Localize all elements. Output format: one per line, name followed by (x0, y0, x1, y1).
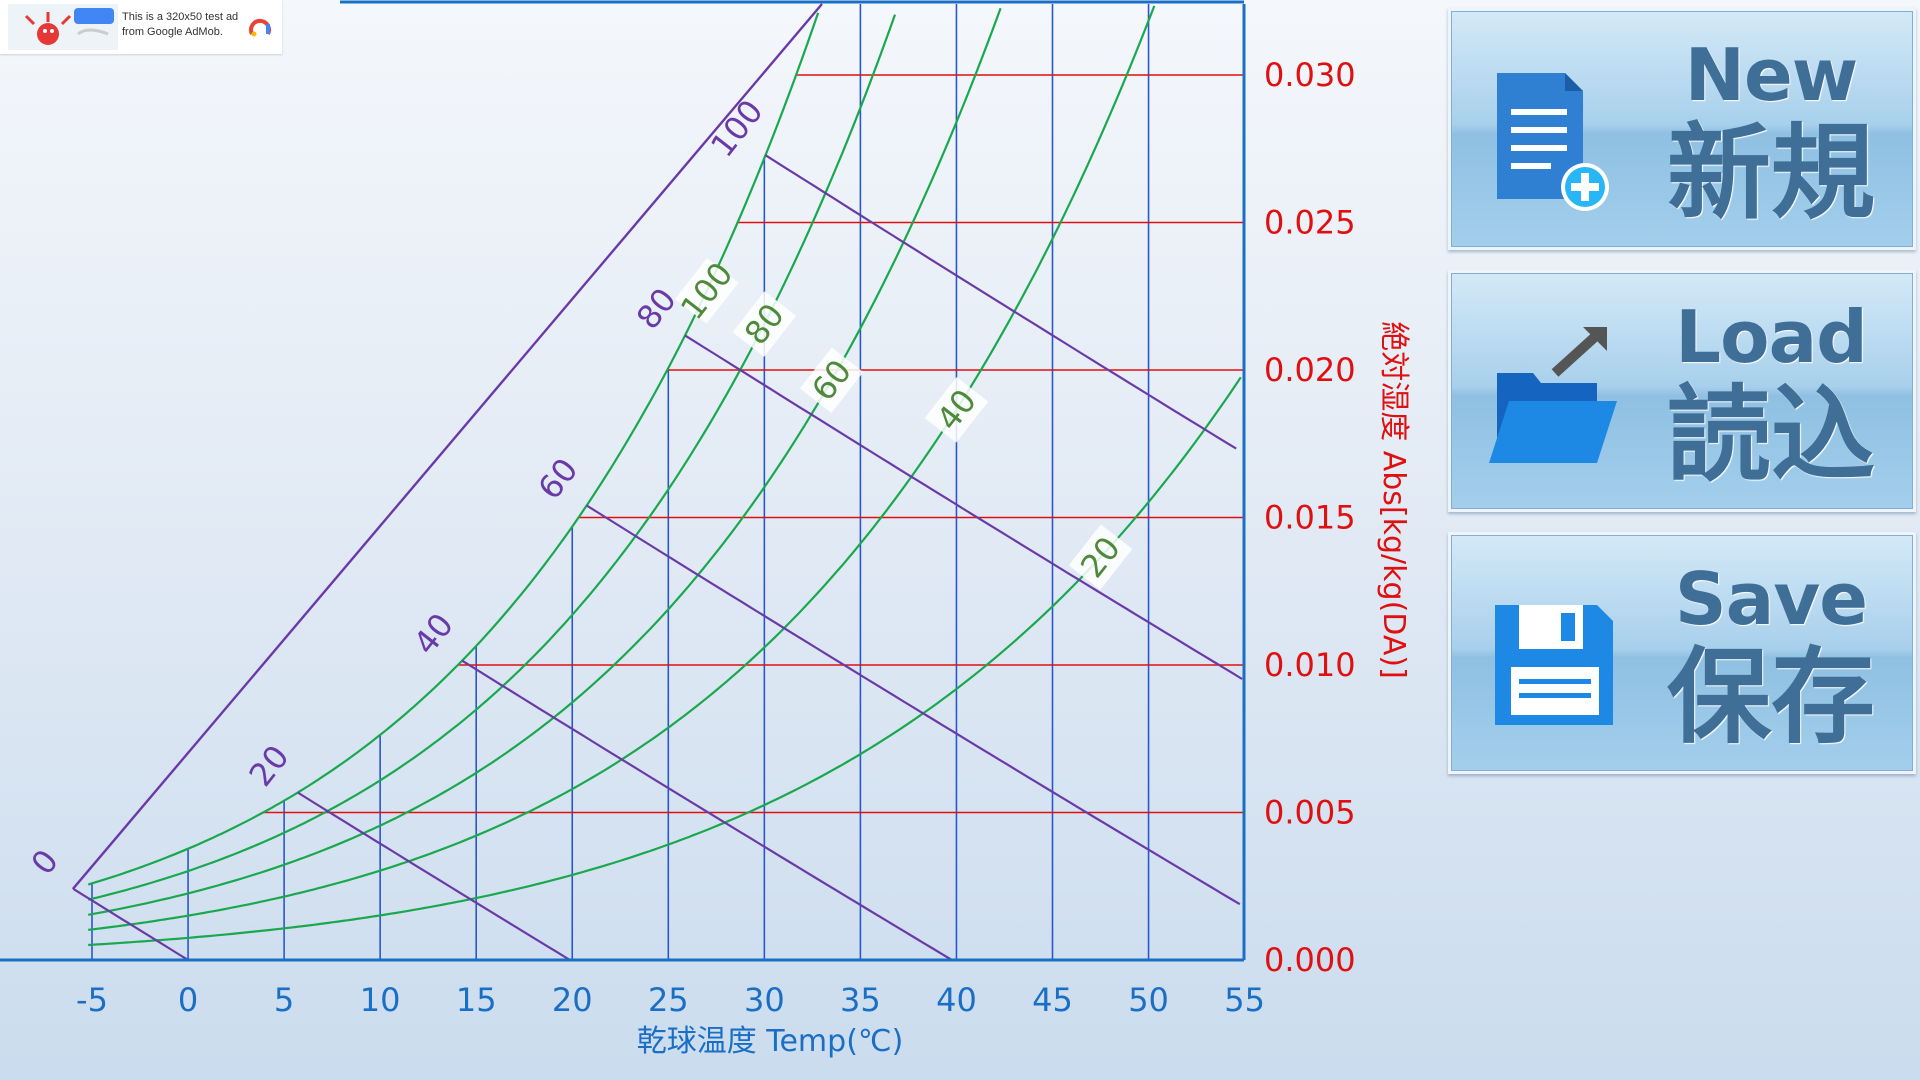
enthalpy-line-0 (72, 887, 189, 961)
x-tick-label: 50 (1128, 981, 1169, 1019)
rh-label: 40 (929, 382, 984, 437)
ad-line-2: from Google AdMob. (122, 26, 223, 38)
x-tick-label: 0 (178, 981, 198, 1019)
enthalpy-label: 80 (629, 281, 684, 336)
rh-curve-20 (88, 376, 1242, 947)
enthalpy-lines (71, 3, 1243, 961)
rh-label-bg (924, 376, 989, 443)
x-tick-label: -5 (76, 981, 108, 1019)
rh-curve-60 (87, 7, 1002, 916)
enthalpy-line-80 (684, 334, 1243, 680)
save-button[interactable]: Save 保存 (1448, 532, 1916, 774)
y-tick-label: 0.025 (1264, 204, 1356, 242)
y-tick-label: 0.020 (1264, 351, 1356, 389)
x-tick-label: 35 (840, 981, 881, 1019)
enthalpy-line-60 (586, 504, 1241, 906)
admob-mascot-icon (8, 4, 118, 50)
enthalpy-label: 40 (406, 606, 461, 661)
x-tick-label: 5 (274, 981, 294, 1019)
load-button-label-jp: 読込 (1666, 374, 1875, 496)
x-tick-label: 15 (456, 981, 497, 1019)
ad-text: This is a 320x50 test ad from Google AdM… (122, 10, 242, 40)
y-tick-label: 0.030 (1264, 56, 1356, 94)
rh-label-bg (799, 347, 864, 414)
enthalpy-scale-edge (71, 3, 823, 890)
save-button-label-jp: 保存 (1666, 636, 1875, 758)
y-tick-label: 0.000 (1264, 941, 1356, 979)
new-button-label-en: New (1684, 33, 1859, 117)
dry-bulb-lines (91, 4, 1150, 960)
y-tick-label: 0.015 (1264, 499, 1356, 537)
y-axis-label: 絶対湿度 Abs[kg/kg(DA)] (1376, 321, 1411, 679)
open-folder-icon (1489, 327, 1617, 463)
rh-label: 60 (804, 352, 859, 407)
load-button-label-en: Load (1675, 295, 1867, 379)
enthalpy-label: 60 (530, 451, 585, 506)
rh-label: 100 (673, 255, 741, 327)
rh-curve-80 (87, 14, 897, 901)
y-tick-label: 0.005 (1264, 794, 1356, 832)
enthalpy-line-40 (461, 659, 953, 961)
rh-label-bg (1068, 524, 1133, 590)
y-tick-label: 0.010 (1264, 646, 1356, 684)
ad-line-1: This is a 320x50 test ad (122, 11, 239, 23)
x-tick-label: 30 (744, 981, 785, 1019)
rh-label: 80 (737, 296, 792, 351)
x-tick-label: 55 (1224, 981, 1265, 1019)
enthalpy-label: 100 (703, 93, 771, 165)
x-tick-label: 40 (936, 981, 977, 1019)
new-button-label-jp: 新規 (1666, 112, 1875, 234)
floppy-disk-icon (1495, 605, 1613, 725)
x-tick-label: 25 (648, 981, 689, 1019)
ad-banner[interactable]: This is a 320x50 test ad from Google AdM… (0, 0, 282, 54)
humidity-lines (263, 74, 1244, 814)
enthalpy-line-100 (764, 154, 1237, 450)
x-tick-label: 10 (360, 981, 401, 1019)
chart-labels: -5 0 5 10 15 20 25 30 35 40 45 50 550.000 0.005 0.010 0… (24, 56, 1356, 1019)
x-axis-label: 乾球温度 Temp(℃) (637, 1024, 904, 1059)
new-button[interactable]: New 新規 (1448, 8, 1916, 250)
new-document-icon (1497, 73, 1609, 211)
enthalpy-line-20 (297, 791, 571, 961)
save-button-label-en: Save (1674, 557, 1868, 641)
load-button[interactable]: Load 読込 (1448, 270, 1916, 512)
enthalpy-label: 0 (24, 842, 66, 881)
x-tick-label: 45 (1032, 981, 1073, 1019)
x-tick-label: 20 (552, 981, 593, 1019)
rh-label-bg (732, 291, 797, 357)
chart-axes (0, 0, 1246, 962)
enthalpy-label: 20 (242, 738, 297, 793)
rh-curve-40 (88, 5, 1156, 931)
admob-logo-icon (249, 18, 271, 37)
rh-label-bg (674, 258, 739, 324)
relative-humidity-curves (87, 5, 1242, 947)
